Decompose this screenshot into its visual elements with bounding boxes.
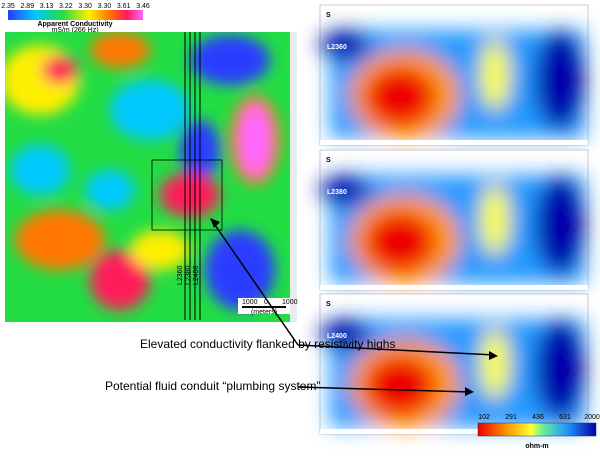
legend-unit: mS/m (266 Hz) <box>51 27 98 34</box>
legend-tick: 3.30 <box>98 3 112 10</box>
scale-tick: 1000 <box>282 299 298 306</box>
section-blob <box>365 356 435 416</box>
resistivity-section: S L2380 <box>319 149 589 291</box>
scale-tick: 1000 <box>242 299 258 306</box>
section-blob <box>480 329 510 399</box>
legend-tick: 3.61 <box>117 3 131 10</box>
legend-title: Apparent Conductivity <box>37 21 112 28</box>
colorbar-tick: 631 <box>559 414 571 421</box>
section-mask <box>320 140 588 145</box>
section-blob <box>535 175 585 275</box>
legend-tick: 2.35 <box>1 3 15 10</box>
legend-tick: 3.46 <box>136 3 150 10</box>
section-line: L2400 <box>327 333 347 340</box>
resistivity-section: S L2360 <box>319 4 589 146</box>
section-side: S <box>326 157 331 164</box>
annotation: Elevated conductivity flanked by resisti… <box>140 337 395 351</box>
legend-tick: 3.22 <box>59 3 73 10</box>
colorbar-unit: ohm-m <box>525 443 548 450</box>
section-line: L2380 <box>327 189 347 196</box>
section-body <box>320 175 585 285</box>
colorbar-tick: 102 <box>478 414 490 421</box>
colorbar-tick: 291 <box>505 414 517 421</box>
scale-tick: 0 <box>264 299 268 306</box>
colorbar-tick: 2000 <box>584 414 600 421</box>
section-line: L2360 <box>327 44 347 51</box>
arrow <box>214 224 496 393</box>
section-blob <box>320 30 370 60</box>
conductivity-map <box>5 32 297 322</box>
section-blob <box>535 30 585 130</box>
resistivity-section: S L2400 <box>319 293 589 435</box>
section-mask <box>320 429 588 434</box>
section-blob <box>320 175 370 205</box>
colorbar-tick: 436 <box>532 414 544 421</box>
section-blob <box>365 212 435 272</box>
line-label: L2380 <box>185 265 192 285</box>
section-body <box>320 319 585 429</box>
section-body <box>320 30 585 140</box>
section-blob <box>480 40 510 110</box>
colorbar <box>477 422 597 437</box>
legend-tick: 2.89 <box>20 3 34 10</box>
legend-tick: 3.30 <box>78 3 92 10</box>
scale-unit: (meters) <box>251 309 277 316</box>
section-mask <box>320 285 588 290</box>
section-blob <box>320 319 370 349</box>
legend-tick: 3.13 <box>40 3 54 10</box>
annotation: Potential fluid conduit “plumbing system… <box>105 379 320 393</box>
line-label: L2360 <box>177 265 184 285</box>
section-blob <box>480 185 510 255</box>
section-side: S <box>326 301 331 308</box>
section-blob <box>535 319 585 419</box>
line-label: L2400 <box>193 265 200 285</box>
legend-bar <box>8 10 143 20</box>
section-side: S <box>326 12 331 19</box>
section-blob <box>365 67 435 127</box>
